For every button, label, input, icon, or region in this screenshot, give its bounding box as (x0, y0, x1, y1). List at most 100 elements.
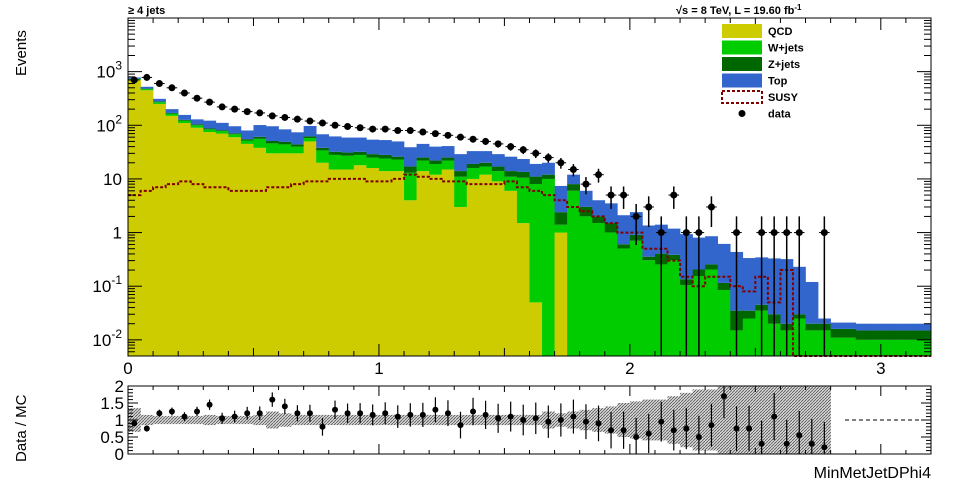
ratio-band-bin (266, 411, 279, 429)
ratio-points (131, 386, 828, 454)
x-axis-label: MinMetJetDPhi4 (814, 465, 931, 482)
bar-qcd (303, 141, 317, 356)
bar-qcd (353, 165, 367, 356)
bar-qcd (253, 147, 267, 356)
bar-w-jets (843, 337, 857, 356)
bar-w-jets (228, 134, 242, 138)
ratio-point (733, 425, 740, 432)
bar-z-jets (165, 112, 179, 114)
bar-top (579, 190, 593, 207)
bar-top (278, 129, 292, 142)
y-tick-base: 10 (92, 277, 111, 296)
bar-z-jets (316, 147, 330, 151)
data-point (657, 229, 665, 237)
lumi-unit-exponent: -1 (794, 3, 802, 12)
bar-qcd (215, 133, 229, 356)
y-tick-base: 10 (96, 116, 115, 135)
bar-z-jets (717, 282, 731, 290)
data-point (155, 80, 163, 88)
ratio-point (382, 410, 389, 417)
bar-top (404, 147, 417, 167)
bar-z-jets (554, 212, 568, 225)
ratio-point (357, 410, 364, 417)
data-point (231, 105, 239, 113)
ratio-point (796, 432, 803, 439)
legend-swatch-top (722, 73, 762, 88)
ratio-band-bin (278, 413, 292, 427)
ratio-point (720, 393, 727, 400)
ratio-point (394, 413, 401, 420)
data-point (293, 115, 301, 123)
y-tick-label: 1 (113, 224, 122, 243)
bar-qcd (341, 169, 355, 356)
ratio-point (470, 408, 477, 415)
data-point (695, 229, 703, 237)
ratio-point (708, 422, 715, 429)
bar-z-jets (905, 330, 919, 340)
bar-top (429, 146, 442, 161)
bar-z-jets (153, 101, 166, 103)
bar-z-jets (466, 163, 480, 168)
data-point (645, 203, 653, 211)
bar-z-jets (303, 136, 317, 138)
bar-top (554, 185, 568, 213)
ratio-point (746, 425, 753, 432)
y-tick-label: 102 (96, 112, 122, 135)
bar-top (391, 141, 405, 157)
bar-w-jets (868, 339, 882, 356)
bar-z-jets (805, 323, 819, 331)
bar-w-jets (667, 260, 681, 356)
ratio-y-tick-label: 1.5 (100, 394, 124, 413)
data-point (519, 146, 527, 154)
ratio-band-bin (203, 414, 217, 426)
bar-qcd (140, 90, 154, 357)
data-point (206, 98, 214, 106)
ratio-y-tick-label: 1 (115, 411, 124, 430)
ratio-point (808, 440, 815, 447)
ratio-band-bin (818, 386, 831, 454)
bar-top (353, 137, 367, 152)
legend-swatch-w-jets (722, 40, 762, 55)
ratio-point (168, 408, 175, 415)
bar-z-jets (830, 328, 844, 338)
bar-w-jets (516, 177, 530, 224)
bar-top (479, 151, 493, 163)
bar-z-jets (278, 141, 292, 145)
ratio-point (695, 434, 702, 440)
bar-w-jets (416, 160, 430, 172)
ratio-band-bin (328, 414, 342, 426)
ratio-point (532, 415, 539, 422)
data-point (419, 128, 427, 136)
bar-w-jets (880, 339, 894, 356)
bar-w-jets (303, 137, 317, 142)
ratio-point (570, 413, 577, 420)
bar-z-jets (491, 166, 505, 172)
data-point (632, 212, 640, 220)
ratio-point (143, 425, 150, 432)
bar-w-jets (404, 172, 417, 201)
bar-w-jets (629, 240, 643, 356)
x-tick-label: 0 (123, 359, 132, 378)
bar-w-jets (441, 160, 455, 170)
bar-top (491, 154, 505, 167)
ratio-point (758, 440, 765, 447)
bar-z-jets (504, 171, 518, 177)
bar-w-jets (592, 223, 606, 356)
bar-z-jets (479, 162, 493, 167)
legend-swatch-qcd (722, 24, 762, 38)
bar-top (153, 98, 166, 102)
ratio-point (620, 427, 627, 434)
data-point (356, 124, 364, 132)
data-point (218, 103, 226, 111)
bar-top (366, 139, 380, 155)
bar-top (240, 130, 254, 140)
bar-qcd (504, 190, 518, 356)
susy-series (128, 173, 931, 357)
bar-top (529, 163, 543, 177)
bar-w-jets (504, 176, 518, 191)
bar-w-jets (567, 190, 580, 356)
bar-z-jets (353, 151, 367, 155)
bar-qcd (266, 153, 279, 356)
bar-w-jets (529, 183, 543, 303)
bar-top (178, 114, 192, 120)
